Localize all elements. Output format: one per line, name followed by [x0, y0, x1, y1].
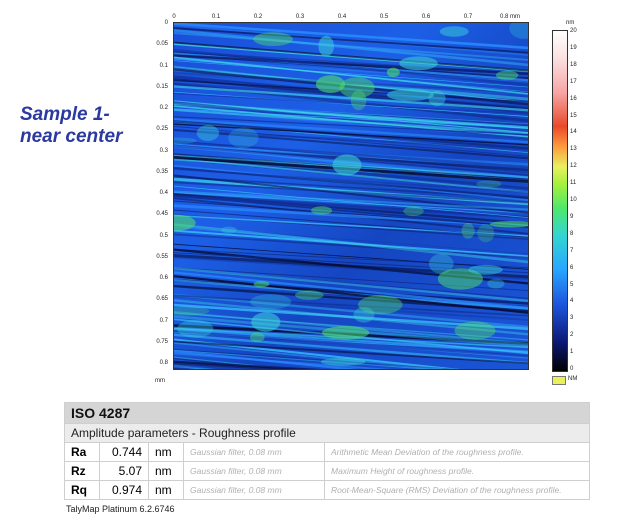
- param-value: 5.07: [99, 461, 149, 481]
- y-tick-label: 0.25: [156, 126, 168, 133]
- param-name: Rq: [64, 480, 100, 500]
- colorbar-tick-label: 20: [570, 28, 577, 34]
- colorbar-tick-label: 10: [570, 197, 577, 203]
- param-value: 0.744: [99, 442, 149, 462]
- colorbar-tick-label: 1: [570, 349, 574, 356]
- param-name: Ra: [64, 442, 100, 462]
- colorbar-tick-label: 3: [570, 315, 574, 322]
- x-tick-label: 0.5: [379, 14, 389, 20]
- colorbar-tick-label: 13: [570, 146, 577, 153]
- nm-swatch: [552, 376, 566, 385]
- y-tick-label: 0.4: [159, 190, 168, 196]
- x-tick-label: 0.2: [253, 14, 263, 20]
- iso-table-title: ISO 4287: [64, 402, 590, 424]
- param-description: Root-Mean-Square (RMS) Deviation of the …: [324, 480, 590, 500]
- y-tick-label: 0.75: [156, 338, 168, 345]
- colorbar-tick-label: 11: [570, 180, 577, 187]
- iso-table-subtitle: Amplitude parameters - Roughness profile: [64, 423, 590, 443]
- y-tick-label: 0.05: [156, 41, 168, 48]
- param-description: Arithmetic Mean Deviation of the roughne…: [324, 442, 590, 462]
- x-tick-label: 0.6: [421, 14, 431, 20]
- x-tick-label: 0.7: [463, 14, 473, 20]
- colorbar: [552, 30, 568, 372]
- x-tick-label: 0: [172, 14, 176, 20]
- param-value: 0.974: [99, 480, 149, 500]
- y-tick-label: 0.15: [156, 83, 168, 90]
- param-name: Rz: [64, 461, 100, 481]
- y-tick-label: 0.65: [156, 296, 168, 303]
- software-version-footer: TalyMap Platinum 6.2.6746: [66, 504, 175, 514]
- colorbar-tick-label: 8: [570, 230, 574, 237]
- param-unit: nm: [148, 480, 184, 500]
- table-row: Rq 0.974 nm Gaussian filter, 0.08 mm Roo…: [64, 480, 590, 500]
- param-filter: Gaussian filter, 0.08 mm: [183, 442, 325, 462]
- param-filter: Gaussian filter, 0.08 mm: [183, 480, 325, 500]
- colorbar-unit: nm: [566, 20, 575, 26]
- param-description: Maximum Height of roughness profile.: [324, 461, 590, 481]
- colorbar-tick-label: 17: [570, 78, 577, 85]
- colorbar-tick-label: 12: [570, 163, 577, 170]
- colorbar-tick-label: 16: [570, 95, 577, 102]
- y-tick-label: 0.7: [159, 317, 168, 324]
- colorbar-tick-label: 5: [570, 281, 574, 288]
- colorbar-tick-label: 9: [570, 213, 574, 220]
- y-tick-label: 0.5: [159, 232, 168, 239]
- colorbar-tick-label: 18: [570, 61, 577, 68]
- colorbar-tick-label: 7: [570, 247, 574, 254]
- x-tick-label: 0.8 mm: [499, 14, 521, 20]
- table-row: Ra 0.744 nm Gaussian filter, 0.08 mm Ari…: [64, 442, 590, 462]
- y-tick-label: 0.3: [159, 147, 168, 154]
- y-tick-label: 0.35: [156, 168, 168, 175]
- sample-label-line-2: near center: [20, 126, 123, 147]
- nm-label: NM: [568, 376, 578, 382]
- colorbar-tick-label: 14: [570, 129, 577, 136]
- surface-height-map-image: [174, 23, 528, 369]
- param-filter: Gaussian filter, 0.08 mm: [183, 461, 325, 481]
- colorbar-tick-label: 4: [570, 298, 574, 305]
- x-tick-label: 0.1: [211, 14, 221, 20]
- y-tick-label: 0.55: [156, 253, 168, 260]
- colorbar-tick-label: 6: [570, 264, 574, 271]
- colorbar-tick-label: 2: [570, 332, 574, 339]
- x-tick-label: 0.3: [295, 14, 305, 20]
- y-tick-label: 0.8: [159, 360, 168, 366]
- iso-parameters-table: ISO 4287 Amplitude parameters - Roughnes…: [64, 402, 590, 500]
- colorbar-tick-label: 19: [570, 44, 577, 51]
- colorbar-tick-label: 0: [570, 366, 574, 372]
- y-tick-label: 0.2: [159, 105, 168, 111]
- sample-label-line-1: Sample 1-: [20, 104, 110, 125]
- colorbar-gradient: [553, 31, 567, 371]
- y-tick-label: 0.6: [159, 275, 168, 281]
- param-unit: nm: [148, 442, 184, 462]
- y-tick-label: 0.1: [159, 62, 168, 69]
- x-tick-label: 0.4: [337, 14, 347, 20]
- table-row: Rz 5.07 nm Gaussian filter, 0.08 mm Maxi…: [64, 461, 590, 481]
- y-axis-unit: mm: [155, 378, 165, 384]
- colorbar-tick-label: 15: [570, 112, 577, 119]
- y-tick-label: 0.45: [156, 211, 168, 218]
- param-unit: nm: [148, 461, 184, 481]
- surface-height-map: [173, 22, 529, 370]
- y-tick-label: 0: [164, 20, 168, 26]
- sample-label: Sample 1- near center: [20, 104, 150, 148]
